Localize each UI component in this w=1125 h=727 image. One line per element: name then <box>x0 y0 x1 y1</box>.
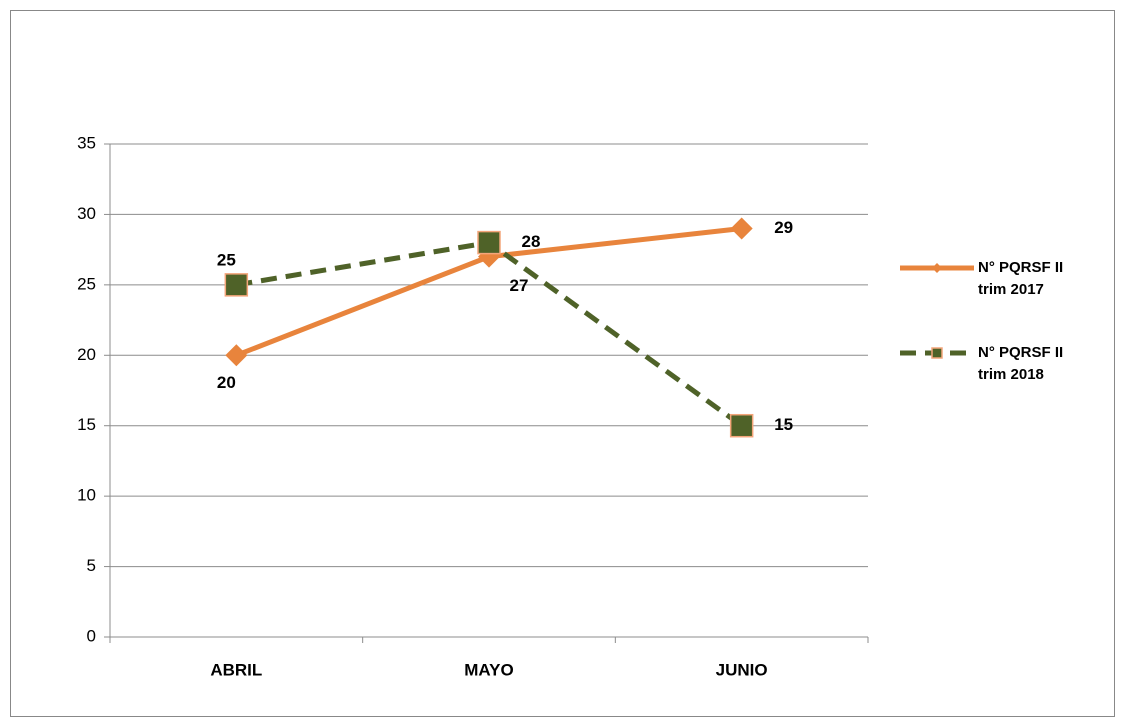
data-label: 15 <box>774 415 793 434</box>
marker <box>224 273 249 297</box>
marker <box>477 230 501 255</box>
legend-label: N° PQRSF II trim 2017 <box>978 259 1064 298</box>
data-label: 27 <box>510 276 529 295</box>
marker <box>932 263 942 273</box>
chart-frame <box>10 10 1115 717</box>
y-tick-label: 10 <box>77 486 96 505</box>
y-tick-label: 15 <box>77 415 96 434</box>
data-label: 25 <box>217 250 236 269</box>
y-tick-label: 25 <box>77 274 96 293</box>
x-tick-label: MAYO <box>464 660 513 679</box>
legend-label: N° PQRSF II trim 2018 <box>978 344 1064 383</box>
y-tick-label: 30 <box>77 204 96 223</box>
y-tick-label: 20 <box>77 345 96 364</box>
y-tick-label: 0 <box>87 626 96 645</box>
marker <box>931 347 943 359</box>
data-label: 20 <box>217 373 236 392</box>
data-label: 29 <box>774 218 793 237</box>
x-tick-label: JUNIO <box>716 660 768 679</box>
marker <box>225 344 248 367</box>
marker <box>729 413 754 438</box>
y-tick-label: 35 <box>77 133 96 152</box>
marker <box>730 217 753 240</box>
y-tick-label: 5 <box>87 556 96 575</box>
x-tick-label: ABRIL <box>210 660 262 679</box>
data-label: 28 <box>522 232 541 251</box>
